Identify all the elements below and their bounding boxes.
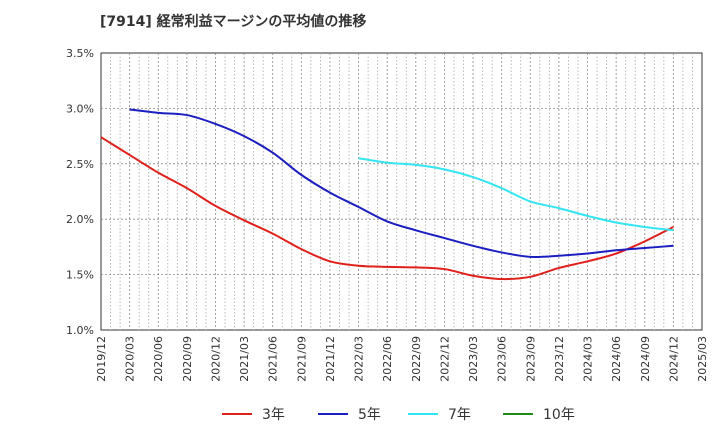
y-tick-label: 2.0% [66,213,94,226]
minor-gridlines [110,53,693,330]
legend-label: 10年 [543,407,575,423]
x-tick-label: 2024/09 [639,336,652,382]
x-tick-label: 2022/03 [353,336,366,382]
plot-frame [100,52,703,331]
x-tick-label: 2021/03 [238,336,251,382]
x-tick-label: 2025/03 [696,336,709,382]
y-tick-label: 3.5% [66,47,94,60]
legend-item: 3年 [222,407,285,423]
series-line-5年 [129,108,674,259]
y-tick-label: 1.0% [66,324,94,337]
x-tick-label: 2021/09 [295,336,308,382]
x-tick-label: 2020/09 [181,336,194,382]
plot-area: 1.0% 1.5% 2.0% 2.5% 3.0% 3.5% 2019/12 2020/03 20… [66,47,709,382]
x-tick-label: 2020/06 [152,336,165,382]
x-tick-label: 2023/06 [496,336,509,382]
x-tick-label: 2020/03 [124,336,137,382]
x-tick-label: 2023/09 [524,336,537,382]
legend: 3年 5年 7年 10年 [222,407,575,423]
y-tick-label: 1.5% [66,269,94,282]
legend-item: 5年 [318,407,381,423]
legend-label: 7年 [448,407,471,423]
legend-label: 3年 [262,407,285,423]
chart-title: [7914] 経常利益マージンの平均値の推移 [100,13,366,30]
x-tick-label: 2024/06 [610,336,623,382]
series-line-7年 [358,157,674,232]
y-tick-label: 3.0% [66,102,94,115]
legend-label: 5年 [358,407,381,423]
x-tick-label: 2024/03 [582,336,595,382]
x-tick-label: 2019/12 [95,336,108,382]
y-tick-label: 2.5% [66,158,94,171]
x-tick-label: 2022/12 [438,336,451,382]
series-line-3年 [100,136,674,281]
x-tick-label: 2022/06 [381,336,394,382]
legend-item: 7年 [408,407,471,423]
x-tick-label: 2023/12 [553,336,566,382]
legend-item: 10年 [503,407,575,423]
x-tick-label: 2021/12 [324,336,337,382]
x-tick-label: 2024/12 [667,336,680,382]
x-tick-label: 2023/03 [467,336,480,382]
x-tick-label: 2021/06 [267,336,280,382]
x-tick-label: 2022/09 [410,336,423,382]
x-tick-label: 2020/12 [209,336,222,382]
